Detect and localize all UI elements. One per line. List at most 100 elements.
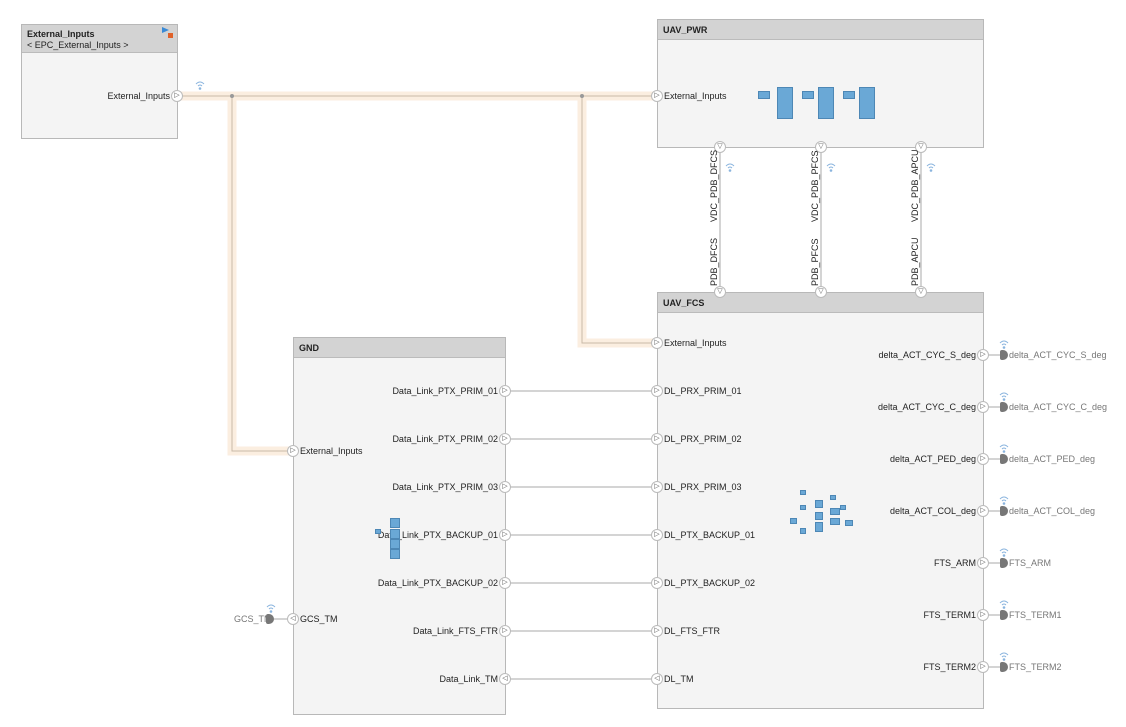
terminator-block[interactable] <box>1000 350 1008 360</box>
port[interactable]: ◁ <box>651 673 663 685</box>
subsystem-thumbnail-icon <box>390 549 400 559</box>
port-label: VDC_PDB_APCU <box>910 149 920 222</box>
port[interactable]: ▷ <box>651 481 663 493</box>
port[interactable]: ▷ <box>499 385 511 397</box>
signal-log-icon <box>999 392 1009 401</box>
port-label: delta_ACT_CYC_S_deg <box>878 350 976 360</box>
port[interactable]: ▷ <box>499 529 511 541</box>
port[interactable]: ◁ <box>287 613 299 625</box>
subsystem-thumbnail-icon <box>818 87 834 119</box>
bus-element-icon <box>162 27 173 38</box>
subsystem-thumbnail-icon <box>800 505 806 510</box>
port-label: delta_ACT_CYC_C_deg <box>877 402 976 412</box>
port[interactable]: ▷ <box>977 557 989 569</box>
port[interactable]: ▷ <box>499 625 511 637</box>
port-label: Data_Link_PTX_BACKUP_01 <box>377 530 498 540</box>
port[interactable]: ▷ <box>977 661 989 673</box>
block-subtitle: < EPC_External_Inputs > <box>27 40 129 50</box>
port[interactable]: ▷ <box>977 401 989 413</box>
port-label: DL_TM <box>664 674 694 684</box>
subsystem-thumbnail-icon <box>390 529 400 539</box>
port[interactable]: ▷ <box>977 349 989 361</box>
subsystem-thumbnail-icon <box>840 505 846 510</box>
port[interactable]: ▽ <box>714 286 726 298</box>
port-label: External_Inputs <box>664 338 727 348</box>
block-title: GND <box>294 338 505 358</box>
block-title: External_Inputs <box>27 29 95 39</box>
terminator-block[interactable] <box>266 614 274 624</box>
subsystem-thumbnail-icon <box>830 495 836 500</box>
port[interactable]: ▷ <box>499 577 511 589</box>
terminator-block[interactable] <box>1000 454 1008 464</box>
subsystem-thumbnail-icon <box>800 490 806 495</box>
terminator-block[interactable] <box>1000 402 1008 412</box>
port[interactable]: ◁ <box>499 673 511 685</box>
signal-log-icon <box>999 496 1009 505</box>
port-label: VDC_PDB_PFCS <box>810 150 820 222</box>
port-label: DL_PTX_BACKUP_02 <box>664 578 756 588</box>
port-label: VDC_PDB_DFCS <box>709 149 719 222</box>
port-label: Data_Link_PTX_PRIM_02 <box>392 434 498 444</box>
port-label: DL_PRX_PRIM_03 <box>664 482 742 492</box>
port[interactable]: ▷ <box>651 529 663 541</box>
terminator-label: delta_ACT_COL_deg <box>1009 506 1096 516</box>
port[interactable]: ▷ <box>977 609 989 621</box>
signal-log-icon <box>266 604 276 613</box>
port-label: External_Inputs <box>300 446 363 456</box>
subsystem-thumbnail-icon <box>390 539 400 549</box>
subsystem-thumbnail-icon <box>390 518 400 528</box>
port[interactable]: ▽ <box>915 141 927 153</box>
port[interactable]: ▷ <box>171 90 183 102</box>
terminator-label: FTS_TERM1 <box>1009 610 1062 620</box>
port-label: PDB_PFCS <box>810 238 820 286</box>
subsystem-thumbnail-icon <box>777 87 793 119</box>
block-title: UAV_FCS <box>658 293 983 313</box>
port-label: Data_Link_FTS_FTR <box>412 626 498 636</box>
port-label: FTS_ARM <box>933 558 976 568</box>
block-uav-pwr[interactable]: UAV_PWR <box>657 19 984 148</box>
port-label: GCS_TM <box>300 614 338 624</box>
subsystem-thumbnail-icon <box>815 512 823 520</box>
port[interactable]: ▽ <box>815 141 827 153</box>
terminator-label: delta_ACT_CYC_C_deg <box>1009 402 1108 412</box>
port[interactable]: ▽ <box>815 286 827 298</box>
subsystem-thumbnail-icon <box>790 518 797 524</box>
subsystem-thumbnail-icon <box>815 522 823 532</box>
port-label: DL_PRX_PRIM_02 <box>664 434 742 444</box>
port-label: FTS_TERM1 <box>923 610 976 620</box>
port[interactable]: ▷ <box>651 577 663 589</box>
port[interactable]: ▷ <box>499 433 511 445</box>
port[interactable]: ▷ <box>651 337 663 349</box>
port[interactable]: ▷ <box>651 385 663 397</box>
port-label: Data_Link_PTX_PRIM_01 <box>392 386 498 396</box>
port[interactable]: ▷ <box>977 453 989 465</box>
terminator-block[interactable] <box>1000 506 1008 516</box>
port[interactable]: ▷ <box>287 445 299 457</box>
terminator-label: FTS_ARM <box>1009 558 1052 568</box>
port[interactable]: ▽ <box>714 141 726 153</box>
signal-log-icon <box>999 340 1009 349</box>
port-label: delta_ACT_PED_deg <box>889 454 976 464</box>
signal-log-icon <box>195 81 205 90</box>
terminator-label: FTS_TERM2 <box>1009 662 1062 672</box>
block-header: External_Inputs < EPC_External_Inputs > <box>22 25 177 53</box>
port[interactable]: ▽ <box>915 286 927 298</box>
terminator-block[interactable] <box>1000 558 1008 568</box>
port-label: DL_PTX_BACKUP_01 <box>664 530 756 540</box>
port[interactable]: ▷ <box>977 505 989 517</box>
block-external-inputs[interactable]: External_Inputs < EPC_External_Inputs > <box>21 24 178 139</box>
signal-log-icon <box>926 163 936 172</box>
terminator-label: GCS_TM <box>234 614 272 624</box>
subsystem-thumbnail-icon <box>802 91 814 99</box>
signal-log-icon <box>725 163 735 172</box>
signal-log-icon <box>999 444 1009 453</box>
terminator-block[interactable] <box>1000 610 1008 620</box>
port-label: delta_ACT_COL_deg <box>889 506 976 516</box>
port[interactable]: ▷ <box>651 625 663 637</box>
port[interactable]: ▷ <box>651 90 663 102</box>
terminator-block[interactable] <box>1000 662 1008 672</box>
port[interactable]: ▷ <box>651 433 663 445</box>
terminator-label: delta_ACT_CYC_S_deg <box>1009 350 1107 360</box>
port[interactable]: ▷ <box>499 481 511 493</box>
